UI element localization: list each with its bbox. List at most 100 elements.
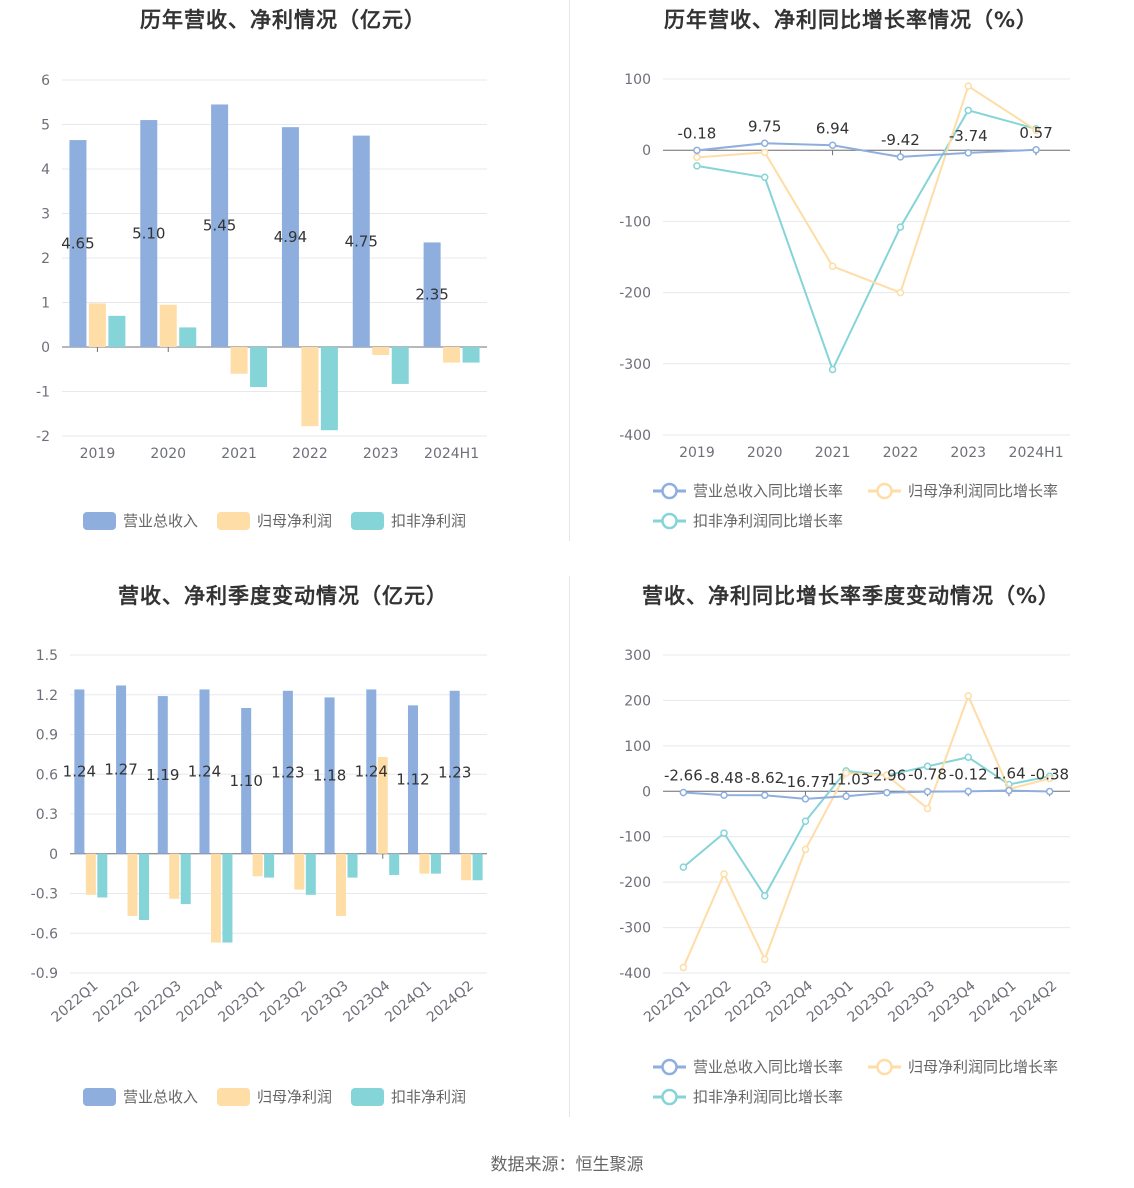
bar-revenue [69,140,87,347]
series-point [761,139,769,148]
legend-item: 归母净利润同比增长率 [868,1058,1058,1076]
axes: 100 0 -100 -200 -300 -400 2019 2020 2021 2022 2023… [619,72,1070,461]
legend-swatch [83,1088,116,1106]
legend-label: 扣非净利润同比增长率 [693,1088,843,1106]
legend-label: 归母净利润 [257,512,332,530]
bar-value-label: 1.27 [104,761,137,779]
bar-revenue [116,685,127,854]
legend-swatch-marker [876,482,893,500]
series-line [696,84,1037,294]
bar-revenue [366,689,377,854]
y-tick-label: -400 [619,966,651,982]
y-tick-label: -400 [619,428,651,444]
bar-net-profit [419,853,430,874]
legend: 营业总收入 归母净利润 扣非净利润 [83,1088,466,1106]
bar-deducted-profit [430,853,441,874]
x-tick-label: 2023 [950,445,986,461]
y-tick-label: 0 [642,143,651,159]
legend-swatch [83,512,116,530]
bar-deducted-profit [222,853,233,943]
bar-deducted-profit [347,853,358,878]
series-point [761,148,769,157]
quarterly-revenue-profit-panel: 营收、净利季度变动情况（亿元） 1.5 1.2 0.9 0.6 0.3 0 -0.3 -0.6… [0,576,566,1121]
y-tick-label: -300 [619,921,651,937]
x-tick-label: 2020 [747,445,783,461]
bar-revenue [199,689,210,854]
bar-net-profit [301,347,319,427]
y-tick-label: 0 [642,784,651,800]
legend-swatch [217,1088,250,1106]
y-tick-label: -1 [36,385,50,401]
legend-swatch [351,512,384,530]
bar-net-profit [159,304,177,347]
series-point [842,769,850,777]
bar-revenue [352,135,370,347]
series-point [761,791,769,799]
bar-revenue [423,242,441,347]
series-point [964,82,972,90]
legend-swatch-marker [661,1058,678,1076]
legend-label: 营业总收入同比增长率 [693,1058,843,1076]
y-tick-label: -0.6 [31,926,58,942]
legend-item: 营业总收入 [83,512,198,530]
bar-net-profit [85,853,96,895]
bar-value-label: 5.10 [132,225,165,243]
legend-item: 归母净利润同比增长率 [868,482,1058,500]
series-point [1032,146,1040,154]
series-point [964,753,972,761]
x-tick-label: 2020 [150,446,186,462]
series-point [828,365,837,374]
annual-bar-chart: 6 5 4 3 2 1 0 -1 -2 2019 2020 2021 2022 2023 2024H1 4.6… [36,73,487,530]
axes: 1.51.20.90.60.30-0.3-0.6-0.92022Q12022Q2… [31,648,487,1026]
y-tick-label: 3 [41,207,50,223]
bars: 1.24 1.27 1.19 1.24 1.10 1.23 1.18 1.24 1.12 1.23 [63,685,483,943]
bar-revenue [449,690,460,854]
legend-label: 归母净利润同比增长率 [908,482,1058,500]
chart-title: 营收、净利同比增长率季度变动情况（%） [641,584,1061,608]
bar-value-label: 1.12 [396,771,429,789]
series-point [679,788,688,797]
y-tick-label: -300 [619,357,651,373]
y-tick-label: 0.3 [36,807,58,823]
series-point [964,692,972,700]
bar-revenue [157,696,168,854]
series-point [896,153,905,161]
line-value-label: -16.77 [781,773,829,791]
series-point [923,804,932,813]
series-point [761,173,769,182]
y-tick-label: 1 [41,296,50,312]
bar-revenue [282,690,293,854]
series-line [682,693,1050,968]
x-tick-label: 2021 [815,445,851,461]
bar-revenue [407,705,418,854]
series-point [693,162,701,170]
line-value-label: -0.78 [908,766,947,784]
x-tick-label: 2022 [883,445,919,461]
y-tick-label: 200 [624,693,651,709]
legend-swatch-marker [661,512,678,530]
y-tick-label: 100 [624,739,651,755]
bar-deducted-profit [139,853,150,920]
bar-deducted-profit [391,347,409,384]
quarterly-bar-chart: 1.51.20.90.60.30-0.3-0.6-0.92022Q12022Q2… [31,648,487,1106]
bar-net-profit [230,347,248,374]
x-tick-label: 2024Q2 [1007,978,1060,1026]
line-value-label: 9.75 [748,117,781,135]
line-value-label: -8.62 [745,769,784,787]
bar-revenue [140,120,158,347]
bar-value-label: 1.18 [313,767,346,785]
series-point [923,787,932,796]
legend-swatch-marker [876,1058,893,1076]
legend-label: 归母净利润同比增长率 [908,1058,1058,1076]
bar-net-profit [372,347,390,356]
legend-swatch [217,512,250,530]
line-value-label: -0.12 [949,765,988,783]
quarterly-line-chart: 3002001000-100-200-300-4002022Q12022Q220… [619,648,1070,1106]
annual-growth-panel: 历年营收、净利同比增长率情况（%） 100 0 -100 -200 -300 -400 20… [568,0,1134,545]
bar-revenue [324,697,335,854]
legend-label: 营业总收入 [123,1088,198,1106]
series-line [682,756,1050,898]
chart-title: 历年营收、净利同比增长率情况（%） [663,8,1039,32]
series-point [923,762,932,771]
y-tick-label: 1.2 [36,688,58,704]
